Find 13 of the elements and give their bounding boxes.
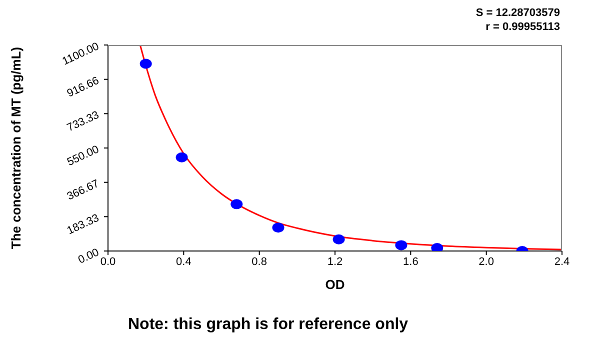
x-tick-label: 0.0 <box>100 256 116 268</box>
y-axis-title: The concentration of MT (pg/mL) <box>8 46 24 250</box>
x-tick-label: 0.4 <box>176 256 192 268</box>
text: S = 12.28703579 <box>476 6 560 20</box>
x-tick-label: 1.6 <box>403 256 418 268</box>
y-tick-label: 0.00 <box>76 246 101 266</box>
x-tick-label: 0.8 <box>252 256 267 268</box>
text: r = 0.99955113 <box>484 20 560 34</box>
x-tick-label: 1.2 <box>327 256 343 268</box>
x-tick-label: 2.4 <box>554 256 570 268</box>
text: Note: this graph is for reference only <box>128 316 408 334</box>
x-axis-title: OD <box>325 277 345 292</box>
x-tick-label: 2.0 <box>478 256 494 268</box>
